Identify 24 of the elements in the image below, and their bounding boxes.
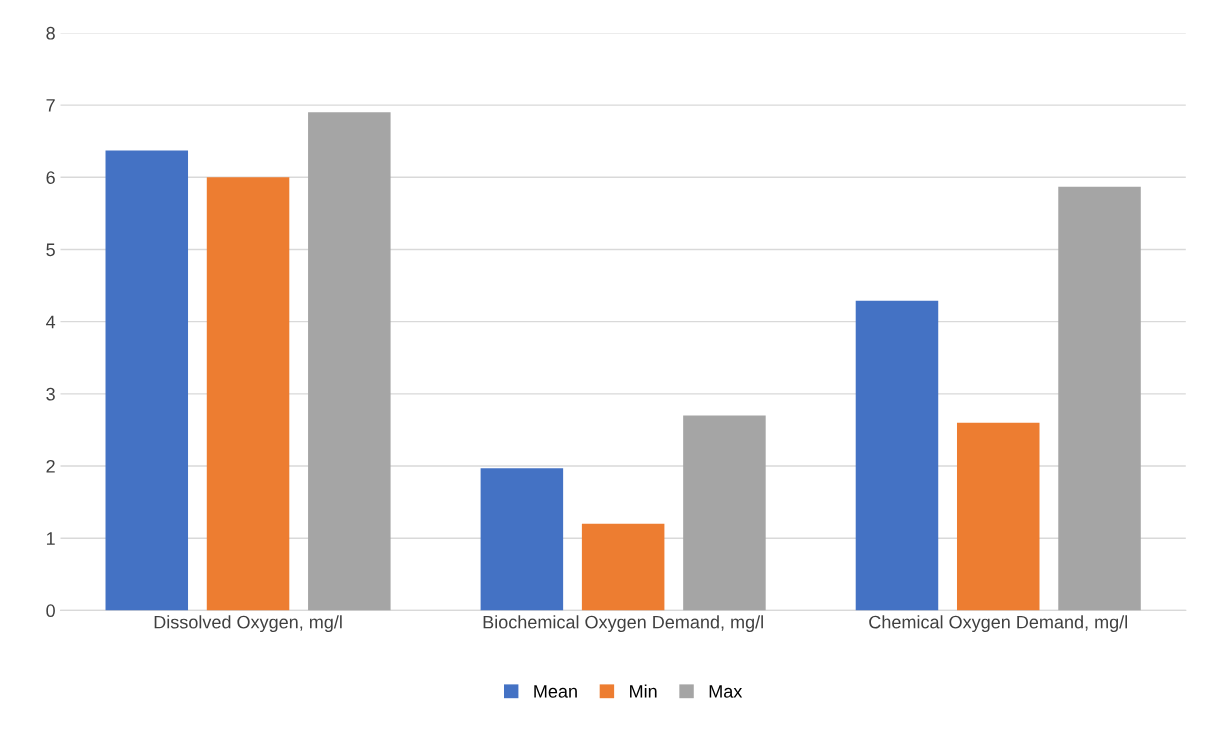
bar: [855, 300, 939, 611]
y-tick-label: 8: [46, 26, 55, 40]
bar: [308, 112, 391, 611]
y-tick-label: 1: [46, 532, 55, 545]
x-tick-label: Biochemical Oxygen Demand, mg/l: [483, 615, 763, 633]
y-tick-label: 0: [46, 604, 55, 618]
y-tick-label: 5: [46, 243, 55, 257]
y-tick-label: 4: [46, 315, 56, 329]
legend-label: Min: [630, 684, 657, 698]
y-tick-label: 3: [46, 387, 55, 401]
y-tick-label: 6: [46, 171, 55, 184]
x-tick-label: Chemical Oxygen Demand, mg/l: [869, 615, 1127, 633]
bar: [480, 468, 564, 611]
bar: [206, 177, 290, 611]
bar: [956, 422, 1040, 611]
x-tick-label: Dissolved Oxygen, mg/l: [154, 615, 342, 633]
bar: [1058, 186, 1141, 611]
legend-label: Max: [709, 685, 743, 698]
bar: [683, 415, 766, 611]
bar: [105, 150, 189, 611]
y-tick-label: 7: [46, 99, 55, 112]
legend-label: Mean: [534, 685, 577, 698]
y-tick-label: 2: [46, 459, 55, 473]
bar: [581, 523, 665, 611]
